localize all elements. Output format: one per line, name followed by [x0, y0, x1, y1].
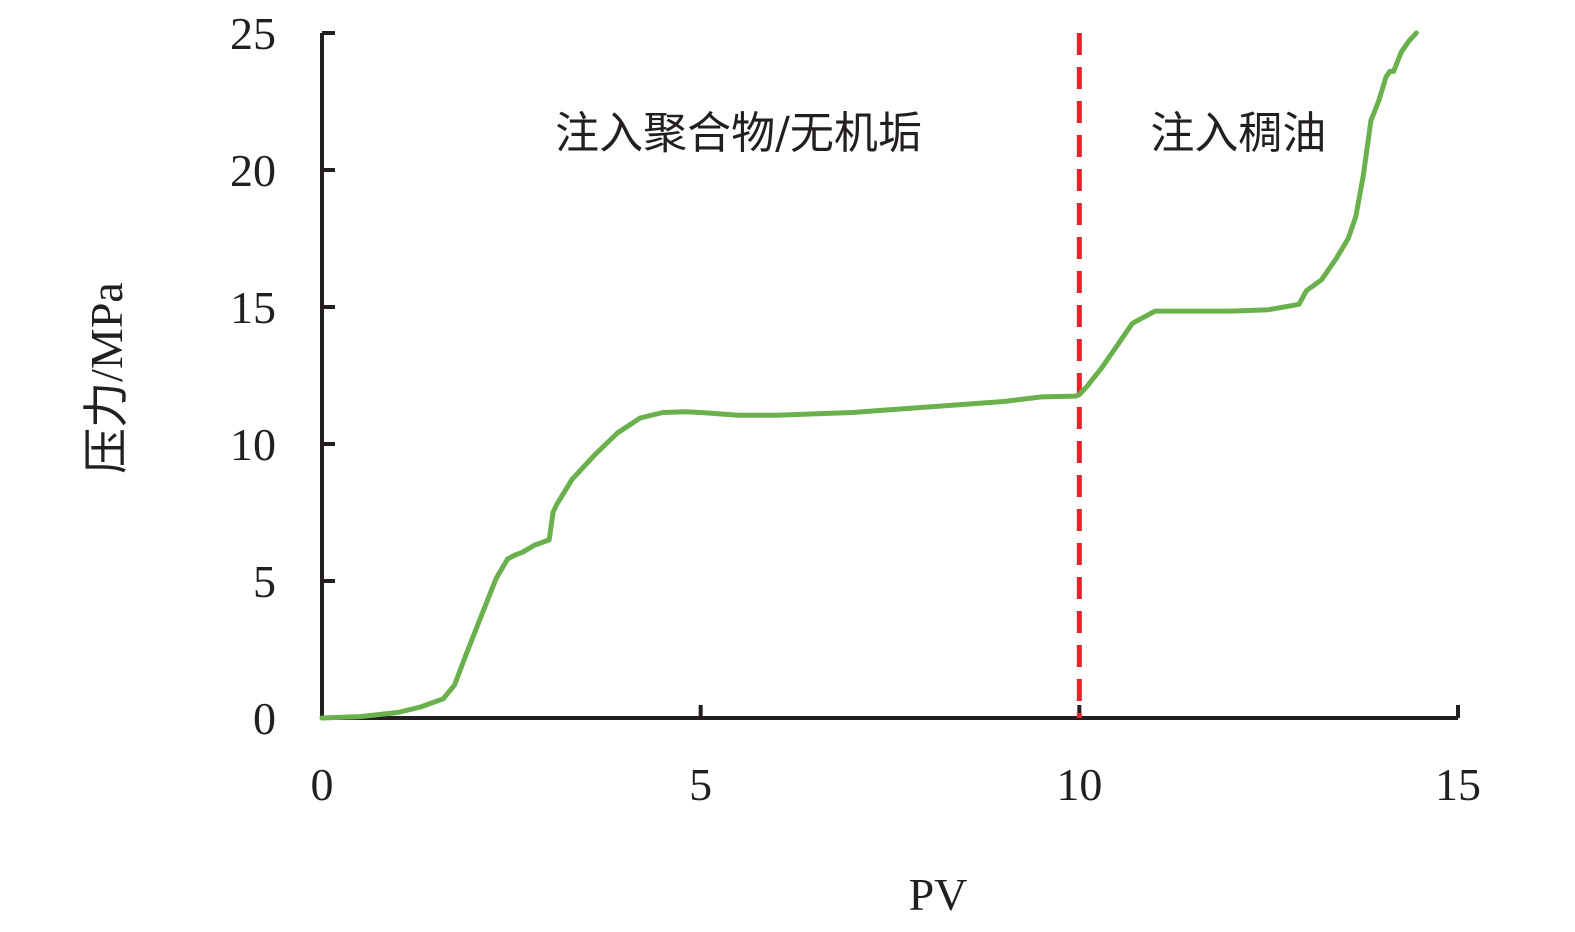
- phase-annotations: 注入聚合物/无机垢 注入稠油: [555, 108, 1326, 159]
- y-tick-label: 5: [253, 556, 276, 607]
- y-tick-label: 0: [253, 693, 276, 744]
- x-tick-label: 15: [1435, 759, 1481, 810]
- x-tick-label: 5: [689, 759, 712, 810]
- pressure-series-line: [319, 30, 1419, 721]
- x-axis-ticks: 0 5 10 15: [311, 705, 1481, 810]
- x-tick-label: 10: [1056, 759, 1102, 810]
- y-axis-ticks: 0 5 10 15 20 25: [230, 8, 335, 744]
- phase-annotation-label: 注入聚合物/无机垢: [555, 108, 922, 159]
- y-tick-label: 15: [230, 282, 276, 333]
- y-axis-title: 压力/MPa: [81, 282, 132, 474]
- x-axis-title: PV: [909, 869, 968, 920]
- phase-annotation-label: 注入稠油: [1150, 108, 1326, 159]
- y-tick-label: 20: [230, 145, 276, 196]
- y-tick-label: 10: [230, 419, 276, 470]
- y-tick-label: 25: [230, 8, 276, 59]
- x-tick-label: 0: [311, 759, 334, 810]
